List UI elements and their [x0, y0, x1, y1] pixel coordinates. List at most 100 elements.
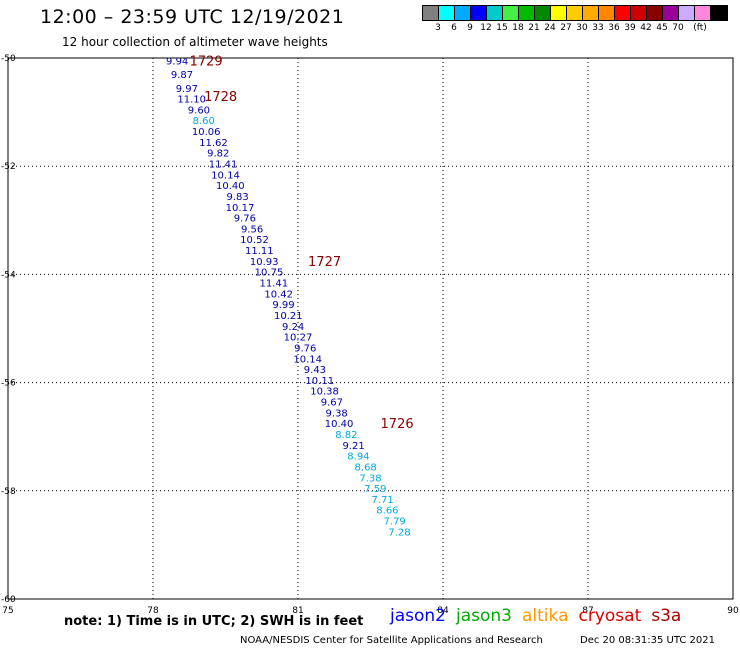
legend-swatch [663, 6, 679, 20]
satellite-altika: altika [522, 606, 569, 626]
chart-subtitle: 12 hour collection of altimeter wave hei… [62, 35, 328, 49]
wave-height-label: 11.41 [209, 159, 238, 170]
wave-height-label: 9.76 [234, 214, 256, 225]
satellite-jason2: jason2 [390, 606, 446, 626]
x-tick-label: 87 [582, 606, 593, 616]
satellite-cryosat: cryosat [578, 606, 642, 626]
wave-height-label: 9.56 [241, 224, 263, 235]
wave-height-label: 9.82 [207, 149, 229, 160]
y-tick-label: -56 [1, 379, 16, 389]
legend-tick-label: 33 [592, 23, 604, 33]
wave-height-label: 10.17 [226, 203, 255, 214]
y-tick-label: -54 [1, 270, 16, 280]
x-tick-label: 84 [437, 606, 449, 616]
wave-height-label: 9.24 [282, 322, 304, 333]
satellite-list: jason2 jason3 altika cryosat s3a [390, 606, 691, 626]
legend-tick-label: 6 [451, 23, 457, 33]
wave-height-label: 11.11 [245, 246, 274, 257]
wave-height-label: 10.11 [305, 376, 334, 387]
color-legend: 3 6 9 12 15 18 21 24 27 30 33 36 39 42 45 70 (ft) [422, 5, 728, 33]
wave-height-label: 7.79 [384, 517, 406, 528]
legend-swatch [503, 6, 519, 20]
wave-height-label: 10.93 [250, 257, 279, 268]
wave-height-label: 9.38 [326, 408, 348, 419]
pass-time-label: 1727 [308, 255, 341, 270]
wave-height-label: 10.52 [240, 235, 269, 246]
wave-height-label: 7.28 [388, 527, 410, 538]
legend-swatch [455, 6, 471, 20]
wave-height-label: 10.21 [274, 311, 303, 322]
legend-tick-label: 27 [560, 23, 572, 33]
wave-height-label: 10.75 [255, 268, 284, 279]
wave-height-label: 10.14 [293, 354, 322, 365]
wave-height-label: 8.60 [193, 116, 215, 127]
y-tick-label: -58 [1, 487, 16, 497]
legend-tick-label: 18 [512, 23, 524, 33]
legend-swatch [695, 6, 711, 20]
pass-time-label: 1729 [190, 55, 223, 70]
wave-height-label: 9.60 [188, 105, 210, 116]
wave-height-label: 8.66 [376, 506, 398, 517]
wave-height-label: 7.71 [371, 495, 393, 506]
legend-swatch [423, 6, 439, 20]
wave-height-label: 7.59 [364, 484, 386, 495]
wave-height-label: 8.94 [347, 452, 369, 463]
wave-height-label: 10.42 [264, 289, 293, 300]
legend-swatch [647, 6, 663, 20]
legend-tick-label: 70 [672, 23, 684, 33]
wave-height-label: 10.40 [325, 419, 354, 430]
wave-height-label: 8.82 [335, 430, 357, 441]
legend-tick-label: 30 [576, 23, 588, 33]
legend-swatch [711, 6, 727, 20]
legend-tick-label: 42 [640, 23, 652, 33]
x-tick-label: 90 [727, 606, 739, 616]
chart-title: 12:00 – 23:59 UTC 12/19/2021 [40, 6, 345, 28]
credit-text: NOAA/NESDIS Center for Satellite Applica… [240, 635, 543, 646]
footer-note: note: 1) Time is in UTC; 2) SWH is in fe… [64, 614, 364, 629]
wave-height-label: 9.76 [294, 343, 316, 354]
pass-time-label: 1726 [381, 417, 414, 432]
axis-layer: 75 78 81 84 87 90 -50 -52 -54 -56 -58 -60 [1, 54, 739, 616]
legend-swatch [551, 6, 567, 20]
legend-swatch [519, 6, 535, 20]
legend-swatches [422, 5, 728, 21]
wave-height-label: 10.14 [211, 170, 240, 181]
legend-ticks: 3 6 9 12 15 18 21 24 27 30 33 36 39 42 45 70 (ft) [422, 21, 728, 33]
wave-height-label: 9.43 [304, 365, 326, 376]
wave-height-label: 9.21 [342, 441, 364, 452]
wave-height-label: 10.40 [216, 181, 245, 192]
legend-tick-label: 24 [544, 23, 556, 33]
legend-tick-label: 21 [528, 23, 540, 33]
x-tick-label: 78 [147, 606, 159, 616]
y-tick-label: -60 [1, 595, 16, 605]
legend-tick-label: 15 [496, 23, 508, 33]
wave-height-label: 8.68 [355, 462, 377, 473]
legend-swatch [439, 6, 455, 20]
legend-tick-label: 39 [624, 23, 636, 33]
legend-tick-label: 36 [608, 23, 620, 33]
y-tick-label: -52 [1, 162, 16, 172]
x-tick-label: 75 [2, 606, 13, 616]
legend-swatch [471, 6, 487, 20]
wave-height-label: 9.87 [171, 70, 193, 81]
legend-swatch [487, 6, 503, 20]
legend-tick-label: 45 [656, 23, 668, 33]
wave-height-label: 10.06 [192, 127, 221, 138]
wave-height-label: 10.27 [284, 333, 313, 344]
legend-tick-label: (ft) [693, 23, 707, 33]
wave-height-label: 9.99 [272, 300, 294, 311]
wave-height-label: 11.10 [177, 95, 206, 106]
legend-swatch [615, 6, 631, 20]
legend-swatch [535, 6, 551, 20]
satellite-s3a: s3a [651, 606, 682, 626]
wave-height-label: 9.83 [226, 192, 248, 203]
grid-layer [8, 58, 733, 599]
y-tick-label: -50 [1, 54, 16, 64]
legend-tick-label: 12 [480, 23, 492, 33]
plot-frame [7, 57, 734, 600]
pass-time-label: 1728 [204, 90, 237, 105]
wave-height-label: 9.94 [166, 57, 188, 68]
legend-swatch [567, 6, 583, 20]
wave-height-label: 9.67 [321, 398, 343, 409]
